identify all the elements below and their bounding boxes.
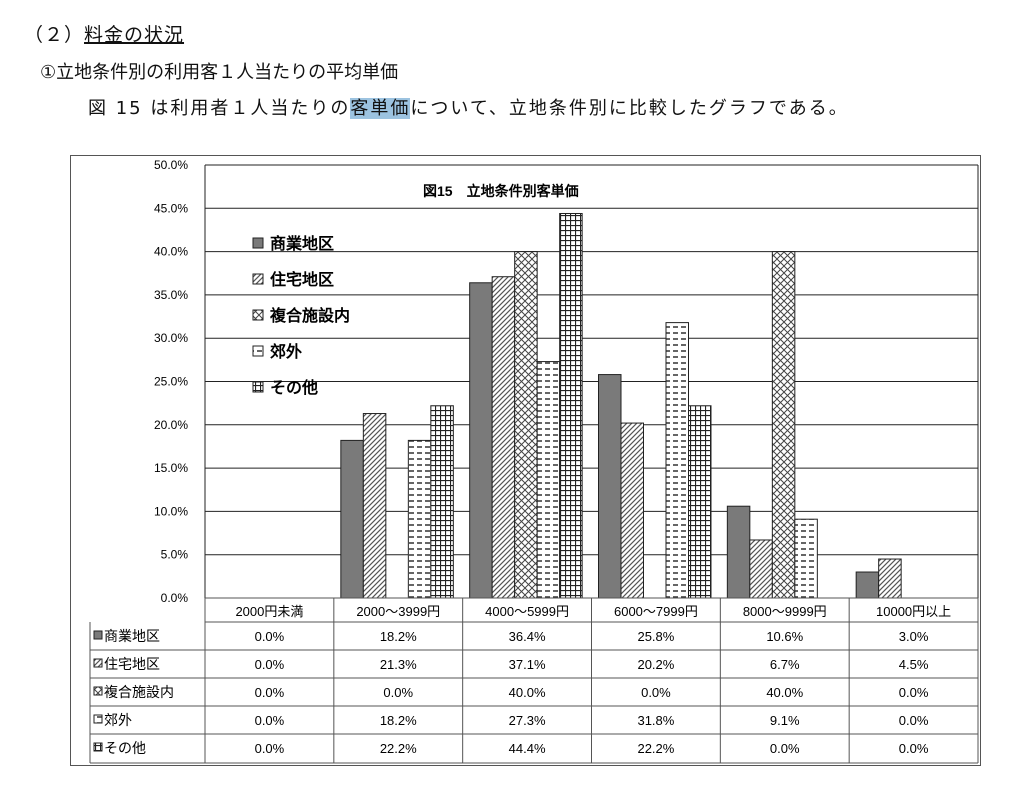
legend-swatch — [252, 273, 264, 285]
y-tick-label: 40.0% — [154, 245, 188, 259]
bar — [514, 251, 538, 599]
section-title: 料金の状況 — [84, 24, 185, 46]
table-cell: 0.0% — [899, 741, 929, 756]
bar — [536, 361, 561, 599]
y-tick-label: 5.0% — [161, 548, 189, 562]
paragraph-text: について、立地条件別に比較したグラフである。 — [410, 98, 849, 119]
table-legend-swatch — [93, 742, 103, 752]
table-cell: 40.0% — [766, 685, 803, 700]
table-cell: 0.0% — [255, 629, 285, 644]
x-category-label: 2000円未満 — [235, 604, 303, 619]
table-cell: 20.2% — [637, 657, 674, 672]
bar — [855, 571, 880, 599]
y-tick-label: 25.0% — [154, 375, 188, 389]
bar — [598, 374, 622, 599]
table-cell: 3.0% — [899, 629, 929, 644]
table-cell: 0.0% — [255, 657, 285, 672]
table-legend-swatch — [93, 714, 103, 724]
table-row-label: 住宅地区 — [104, 656, 160, 672]
table-cell: 40.0% — [509, 685, 546, 700]
legend-swatch — [252, 381, 264, 393]
table-row-label: 郊外 — [104, 712, 132, 728]
x-category-label: 6000～7999円 — [614, 604, 698, 619]
bar — [794, 518, 818, 599]
table-cell: 22.2% — [637, 741, 674, 756]
table-cell: 36.4% — [509, 629, 546, 644]
table-legend-swatch — [93, 630, 103, 640]
chart-frame — [70, 155, 981, 766]
table-cell: 6.7% — [770, 657, 800, 672]
x-category-label: 2000～3999円 — [356, 604, 440, 619]
bar — [559, 212, 583, 599]
table-cell: 0.0% — [899, 685, 929, 700]
y-tick-label: 35.0% — [154, 288, 188, 302]
table-legend-swatch — [93, 658, 103, 668]
bar — [340, 439, 364, 599]
y-tick-label: 50.0% — [154, 158, 188, 172]
table-row-label: 複合施設内 — [104, 684, 174, 700]
y-tick-label: 15.0% — [154, 461, 188, 475]
table-cell: 0.0% — [255, 741, 285, 756]
table-cell: 9.1% — [770, 713, 800, 728]
table-cell: 22.2% — [380, 741, 417, 756]
y-tick-label: 0.0% — [161, 591, 189, 605]
table-cell: 0.0% — [383, 685, 413, 700]
highlighted-text: 客単価 — [350, 98, 411, 119]
table-row-label: 商業地区 — [104, 628, 160, 644]
table-cell: 21.3% — [380, 657, 417, 672]
legend-swatch — [252, 345, 264, 357]
bar — [469, 282, 493, 599]
bar — [749, 539, 773, 599]
table-cell: 0.0% — [255, 685, 285, 700]
table-cell: 25.8% — [637, 629, 674, 644]
table-legend-swatch — [93, 686, 103, 696]
table-cell: 37.1% — [509, 657, 546, 672]
table-cell: 0.0% — [641, 685, 671, 700]
bar — [407, 439, 432, 599]
table-cell: 27.3% — [509, 713, 546, 728]
table-cell: 0.0% — [255, 713, 285, 728]
x-category-label: 4000～5999円 — [485, 604, 569, 619]
legend-label: 郊外 — [270, 342, 302, 361]
y-tick-label: 20.0% — [154, 418, 188, 432]
bar — [688, 405, 712, 599]
legend-label: 住宅地区 — [270, 270, 334, 289]
table-cell: 0.0% — [899, 713, 929, 728]
section-number: （２） — [24, 24, 85, 46]
legend-label: その他 — [270, 378, 318, 397]
table-row-label: その他 — [104, 740, 146, 756]
bar — [665, 322, 689, 599]
table-cell: 18.2% — [380, 713, 417, 728]
section-heading: （２）料金の状況 — [24, 20, 184, 47]
bar — [771, 251, 796, 599]
paragraph: 図 15 は利用者１人当たりの客単価について、立地条件別に比較したグラフである。 — [88, 94, 849, 120]
table-cell: 18.2% — [380, 629, 417, 644]
bar — [362, 413, 387, 599]
x-category-label: 10000円以上 — [876, 604, 951, 619]
x-category-label: 8000～9999円 — [743, 604, 827, 619]
legend-label: 複合施設内 — [269, 306, 350, 325]
table-cell: 31.8% — [637, 713, 674, 728]
paragraph-text: 図 15 は利用者１人当たりの — [88, 98, 351, 119]
y-tick-label: 30.0% — [154, 331, 188, 345]
legend-swatch — [252, 237, 264, 249]
bar — [620, 422, 644, 599]
subheading: ①立地条件別の利用客１人当たりの平均単価 — [40, 62, 399, 83]
y-tick-label: 10.0% — [154, 504, 188, 518]
y-tick-label: 45.0% — [154, 201, 188, 215]
legend-swatch — [252, 309, 264, 321]
bar — [491, 276, 516, 599]
chart-title: 図15 立地条件別客単価 — [423, 183, 579, 199]
table-cell: 44.4% — [509, 741, 546, 756]
table-cell: 0.0% — [770, 741, 800, 756]
table-cell: 10.6% — [766, 629, 803, 644]
table-cell: 4.5% — [899, 657, 929, 672]
bar — [878, 558, 902, 599]
bar — [726, 505, 751, 599]
legend-label: 商業地区 — [270, 234, 334, 253]
bar — [430, 405, 454, 599]
